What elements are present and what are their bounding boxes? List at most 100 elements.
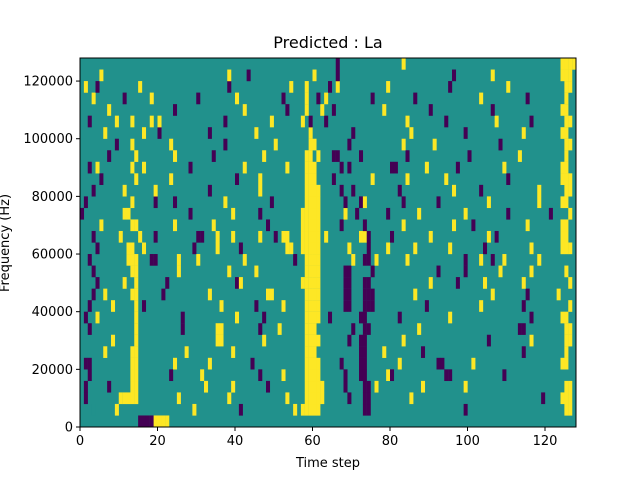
heatmap-cell	[316, 92, 321, 105]
heatmap-cell	[572, 58, 577, 70]
heatmap-cell	[157, 415, 162, 428]
heatmap-cell	[153, 415, 158, 428]
heatmap-cell	[308, 403, 313, 416]
heatmap-cell	[134, 369, 139, 382]
heatmap-cell	[200, 369, 205, 382]
heatmap-cell	[173, 150, 178, 162]
heatmap-cell	[304, 173, 309, 185]
heatmap-cell	[188, 161, 193, 174]
heatmap-cell	[537, 196, 542, 209]
heatmap-cell	[320, 104, 325, 116]
heatmap-cell	[463, 265, 468, 278]
heatmap-cell	[564, 161, 569, 174]
heatmap-cell	[564, 173, 569, 185]
heatmap-cell	[564, 403, 569, 416]
heatmap-cell	[304, 219, 309, 232]
heatmap-cell	[196, 92, 201, 105]
heatmap-cell	[347, 392, 352, 405]
heatmap-cell	[138, 230, 143, 243]
heatmap-cell	[405, 150, 410, 162]
heatmap-cell	[134, 357, 139, 370]
heatmap-cell	[235, 92, 240, 105]
heatmap-cell	[413, 242, 418, 255]
heatmap-cell	[359, 334, 364, 347]
heatmap-cell	[343, 196, 348, 209]
heatmap-cell	[490, 69, 495, 82]
heatmap-cell	[196, 230, 201, 243]
heatmap-cell	[312, 161, 317, 174]
heatmap-cell	[176, 254, 181, 266]
heatmap-cell	[455, 161, 460, 174]
heatmap-cell	[173, 104, 178, 116]
heatmap-cell	[390, 369, 395, 382]
heatmap-cell	[316, 392, 321, 405]
heatmap-cell	[347, 138, 352, 151]
heatmap-cell	[568, 334, 573, 347]
heatmap-cell	[130, 288, 135, 301]
heatmap-cell	[312, 369, 317, 382]
heatmap-cell	[359, 346, 364, 358]
heatmap-cell	[134, 265, 139, 278]
heatmap-cell	[153, 254, 158, 266]
heatmap-cell	[405, 254, 410, 266]
heatmap-cell	[312, 69, 317, 82]
heatmap-cell	[207, 184, 212, 197]
heatmap-cell	[564, 334, 569, 347]
heatmap-cell	[564, 392, 569, 405]
heatmap-cell	[564, 150, 569, 162]
heatmap-cell	[401, 219, 406, 232]
heatmap-cell	[126, 207, 131, 220]
heatmap-cell	[366, 254, 371, 266]
heatmap-cell	[107, 104, 112, 116]
heatmap-cell	[134, 323, 139, 335]
heatmap-cell	[564, 58, 569, 70]
heatmap-cell	[479, 300, 484, 312]
heatmap-cell	[83, 392, 88, 405]
x-tick-label: 20	[149, 434, 166, 449]
heatmap-cell	[235, 277, 240, 289]
heatmap-cell	[343, 265, 348, 278]
heatmap-cell	[289, 81, 294, 93]
heatmap-cell	[339, 219, 344, 232]
heatmap-cell	[95, 81, 100, 93]
heatmap-cell	[568, 300, 573, 312]
heatmap-cell	[568, 69, 573, 82]
heatmap-cell	[560, 58, 565, 70]
heatmap-cell	[87, 357, 92, 370]
heatmap-cell	[130, 196, 135, 209]
heatmap-cell	[362, 334, 367, 347]
heatmap-cell	[235, 311, 240, 324]
heatmap-cell	[161, 288, 166, 301]
heatmap-cell	[444, 369, 449, 382]
heatmap-cell	[176, 392, 181, 405]
heatmap-cell	[312, 138, 317, 151]
heatmap-cell	[207, 357, 212, 370]
heatmap-cell	[521, 323, 526, 335]
heatmap-cell	[300, 230, 305, 243]
heatmap-cell	[308, 138, 313, 151]
heatmap-cell	[87, 300, 92, 312]
heatmap-cell	[316, 230, 321, 243]
heatmap-cell	[351, 184, 356, 197]
heatmap-cell	[91, 288, 96, 301]
heatmap-cell	[316, 265, 321, 278]
heatmap-cell	[486, 334, 491, 347]
heatmap-cell	[312, 173, 317, 185]
heatmap-cell	[149, 115, 154, 128]
heatmap-cell	[95, 277, 100, 289]
heatmap-cell	[254, 127, 259, 139]
heatmap-cell	[95, 311, 100, 324]
heatmap-cell	[320, 380, 325, 393]
y-tick-label: 0	[65, 421, 73, 436]
heatmap-cell	[308, 346, 313, 358]
y-tick-label: 80000	[32, 190, 73, 205]
heatmap-cell	[370, 265, 375, 278]
heatmap-cell	[134, 254, 139, 266]
x-tick-label: 40	[227, 434, 244, 449]
heatmap-cell	[87, 369, 92, 382]
heatmap-cell	[401, 334, 406, 347]
heatmap-cell	[502, 369, 507, 382]
heatmap-cell	[293, 254, 298, 266]
x-tick-label: 60	[304, 434, 321, 449]
